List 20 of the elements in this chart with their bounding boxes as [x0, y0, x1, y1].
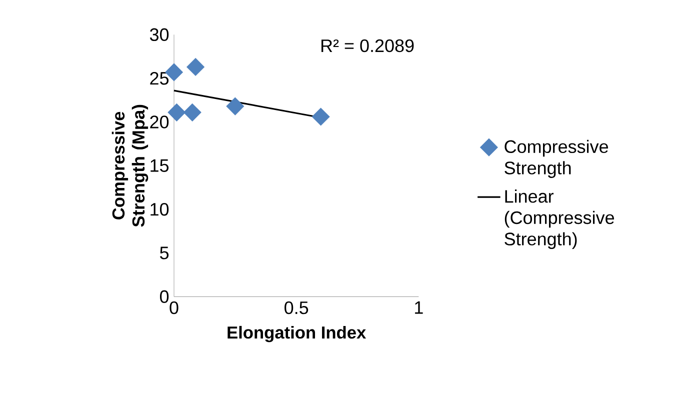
annotation: R² = 0.2089 — [321, 40, 414, 52]
y-tick-label: 30 — [150, 28, 169, 42]
y-tick-label: 20 — [150, 116, 169, 129]
y-tick-label: 25 — [150, 72, 169, 85]
point — [226, 97, 244, 116]
x-tick-label: 0 — [170, 302, 178, 314]
x-tick-label: 1 — [415, 302, 423, 314]
y-tick-label: 0 — [160, 290, 169, 304]
y-tick-label: 15 — [150, 160, 169, 172]
y-tick-label: 5 — [160, 246, 169, 260]
point — [312, 108, 330, 126]
y-tick-label: 10 — [150, 203, 169, 216]
legend-label: Linear (Compressive Strength) — [504, 190, 614, 250]
y-axis-title: Compressive Strength (Mpa) — [112, 105, 148, 227]
x-axis-title: Elongation Index — [228, 326, 366, 342]
point — [168, 104, 186, 122]
x-tick-label: 0.5 — [284, 302, 308, 314]
point — [183, 104, 202, 122]
point — [186, 58, 204, 76]
legend-label: Compressive Strength — [504, 140, 608, 178]
